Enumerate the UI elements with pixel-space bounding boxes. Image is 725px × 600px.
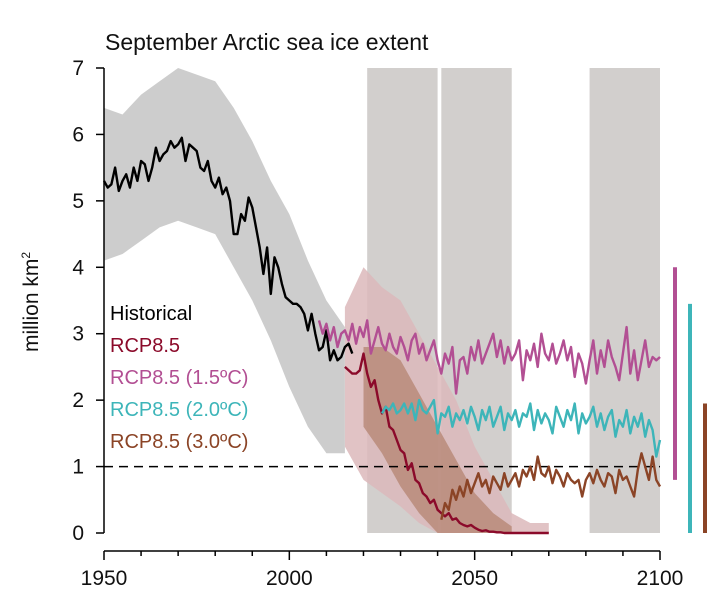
shaded-period-3 [589, 68, 660, 533]
y-tick-label: 0 [72, 522, 84, 545]
x-tick-label: 1950 [81, 567, 128, 590]
legend: Historical RCP8.5 RCP8.5 (1.5ºC) RCP8.5 (2.… [110, 303, 248, 453]
legend-entry-rcp8-5-1-5-c: RCP8.5 (1.5ºC) [110, 367, 248, 389]
y-tick-label: 5 [72, 190, 84, 213]
series-line-rcp8-5 [344, 352, 549, 535]
y-axis-label: million km2 [19, 252, 43, 352]
chart-title: September Arctic sea ice extent [105, 29, 429, 55]
series-line-rcp8-5-2-0-c [380, 398, 662, 458]
band-rcp8-5-overlap [363, 347, 512, 533]
series-lines [102, 136, 662, 535]
x-tick-label: 2100 [637, 567, 684, 590]
legend-entry-rcp8-5: RCP8.5 [110, 335, 180, 357]
side-range-bars [673, 267, 707, 533]
y-tick-label: 3 [72, 323, 84, 346]
series-line-rcp8-5-3-0-c [440, 452, 662, 520]
x-tick-label: 2000 [266, 567, 313, 590]
y-tick-label: 2 [72, 389, 84, 412]
band-historical-range [104, 68, 345, 454]
y-tick-label: 6 [72, 123, 84, 146]
legend-entry-historical: Historical [110, 303, 192, 325]
series-line-historical [102, 136, 354, 362]
legend-entry-rcp8-5-2-0-c: RCP8.5 (2.0ºC) [110, 399, 248, 421]
x-tick-label: 2050 [451, 567, 498, 590]
y-tick-label: 1 [72, 456, 84, 479]
y-tick-label: 7 [72, 57, 84, 80]
shaded-periods [367, 68, 660, 533]
y-axis-label-superscript: 2 [19, 252, 33, 259]
y-tick-label: 4 [72, 256, 84, 279]
series-line-rcp8-5-1-5-c [317, 319, 661, 395]
axes: 0 1 2 3 4 5 6 7 1950 2000 2050 2100 [72, 57, 683, 590]
y-axis-label-main: million km [20, 259, 43, 352]
legend-entry-rcp8-5-3-0-c: RCP8.5 (3.0ºC) [110, 431, 248, 453]
